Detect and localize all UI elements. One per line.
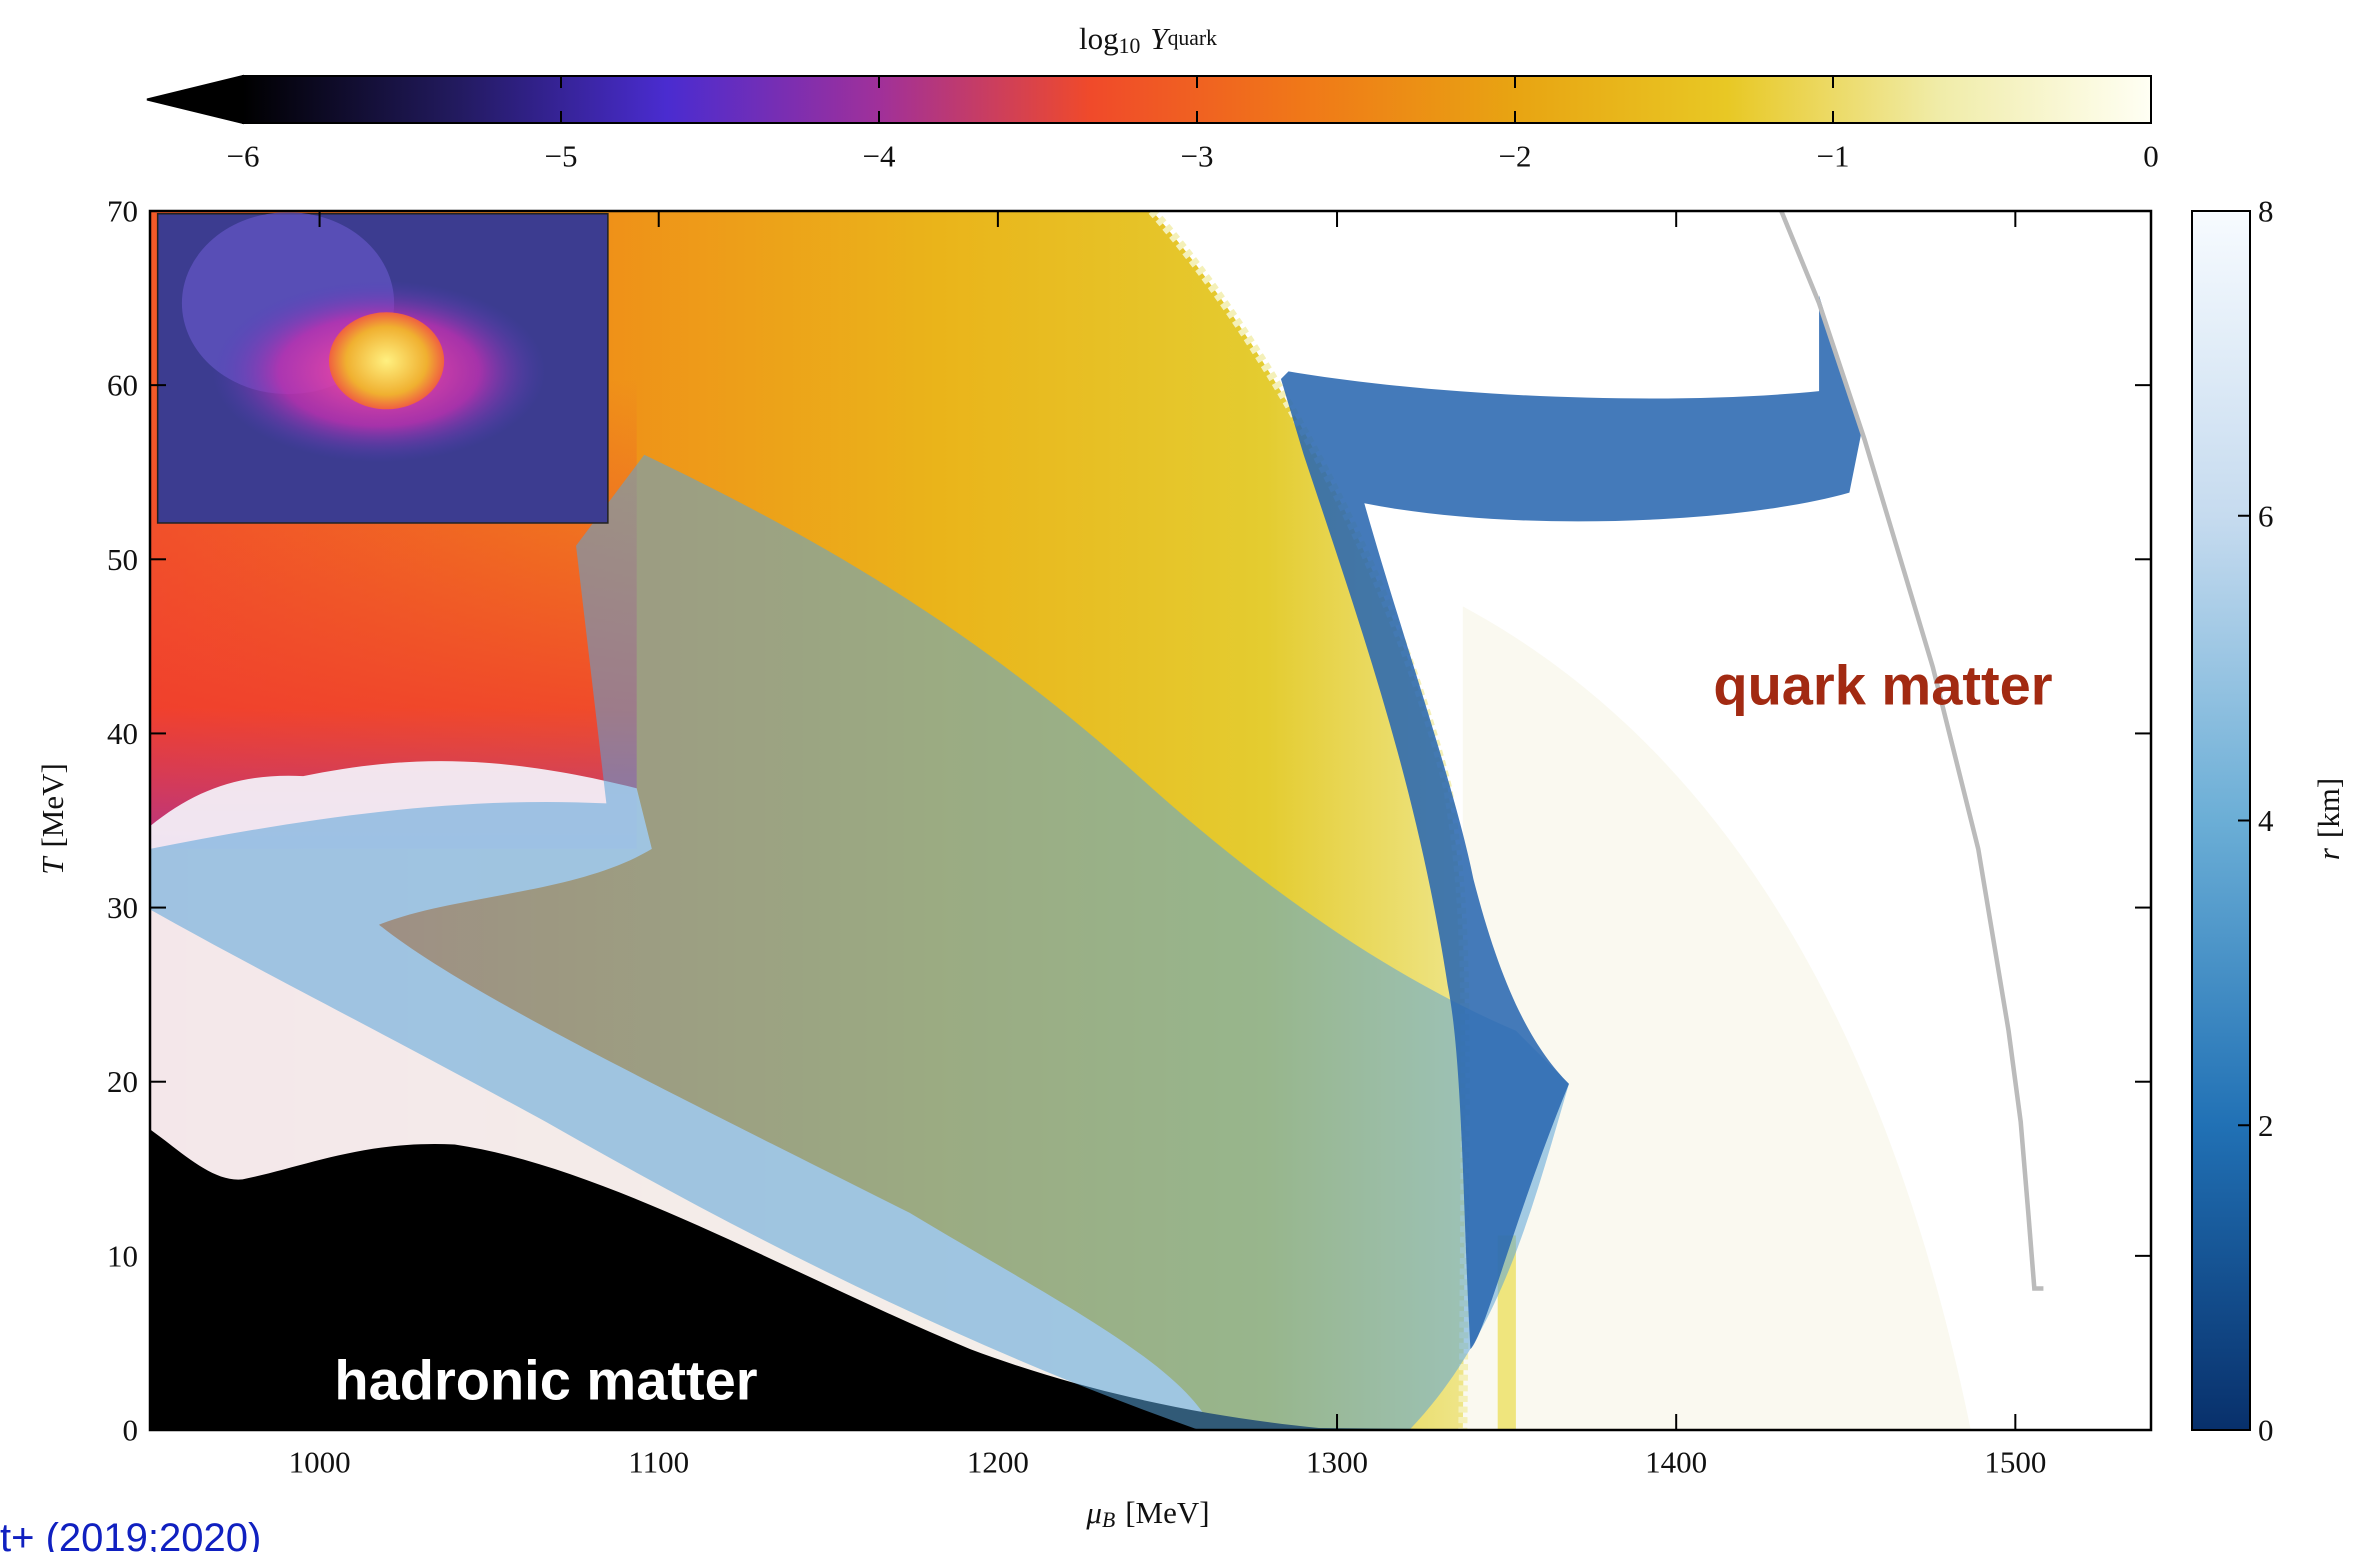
x-tick-label: 1300 [1306, 1445, 1368, 1480]
colorbar-label: r [km] [2311, 778, 2346, 860]
colorbar-label-part: log [1079, 21, 1119, 56]
colorbar-label-part: 10 [1119, 34, 1141, 58]
y-axis-label: T [MeV] [35, 763, 70, 875]
y-tick-label: 70 [107, 194, 138, 229]
y-tick-label: 50 [107, 542, 138, 577]
y-axis-label-part: [MeV] [35, 763, 70, 847]
annotation: quark matter [1713, 654, 2052, 717]
x-axis-label-part: B [1102, 1508, 1115, 1532]
colorbar-tick-label: −5 [545, 139, 578, 174]
y-tick-label: 10 [107, 1238, 138, 1273]
y-tick-label: 0 [123, 1413, 139, 1448]
colorbar-tick-label: 6 [2258, 498, 2274, 533]
y-tick-label: 20 [107, 1064, 138, 1099]
x-axis-label-part: [MeV] [1125, 1495, 1209, 1530]
x-tick-label: 1500 [1984, 1445, 2046, 1480]
colorbar-tick-label: 4 [2258, 803, 2274, 838]
colorbar-tick-label: −1 [1817, 139, 1850, 174]
citation: st+ (2019;2020) [0, 1516, 261, 1552]
x-tick-label: 1400 [1645, 1445, 1707, 1480]
colorbar-tick-label: 2 [2258, 1108, 2274, 1143]
colorbar-tick-label: 0 [2143, 139, 2159, 174]
x-tick-label: 1000 [289, 1445, 351, 1480]
x-axis-label-part: μ [1085, 1495, 1102, 1530]
inset-image [158, 212, 608, 523]
x-axis-label: μB [MeV] [1085, 1495, 1209, 1533]
y-tick-label: 60 [107, 368, 138, 403]
colorbar-tick-label: −2 [1499, 139, 1532, 174]
y-tick-label: 40 [107, 716, 138, 751]
figure: quark matter hadronic matter st+ (2019;2… [0, 0, 2377, 1552]
colorbar-label-part: quark [1168, 26, 1218, 50]
colorbar-label-part: r [2311, 847, 2346, 860]
colorbar-tick-label: 8 [2258, 194, 2274, 229]
x-tick-label: 1100 [628, 1445, 689, 1480]
colorbar-tick-label: −4 [863, 139, 896, 174]
colorbar-label-part: [km] [2311, 778, 2346, 838]
colorbar-extend [147, 76, 243, 123]
colorbar-tick-label: −3 [1181, 139, 1214, 174]
y-axis-label-part: T [35, 855, 70, 875]
y-tick-label: 30 [107, 890, 138, 925]
x-tick-label: 1200 [967, 1445, 1029, 1480]
colorbar-tick-label: 0 [2258, 1413, 2274, 1448]
annotation: hadronic matter [334, 1349, 757, 1412]
colorbar-tick-label: −6 [227, 139, 260, 174]
phase-regions [150, 211, 2151, 1430]
